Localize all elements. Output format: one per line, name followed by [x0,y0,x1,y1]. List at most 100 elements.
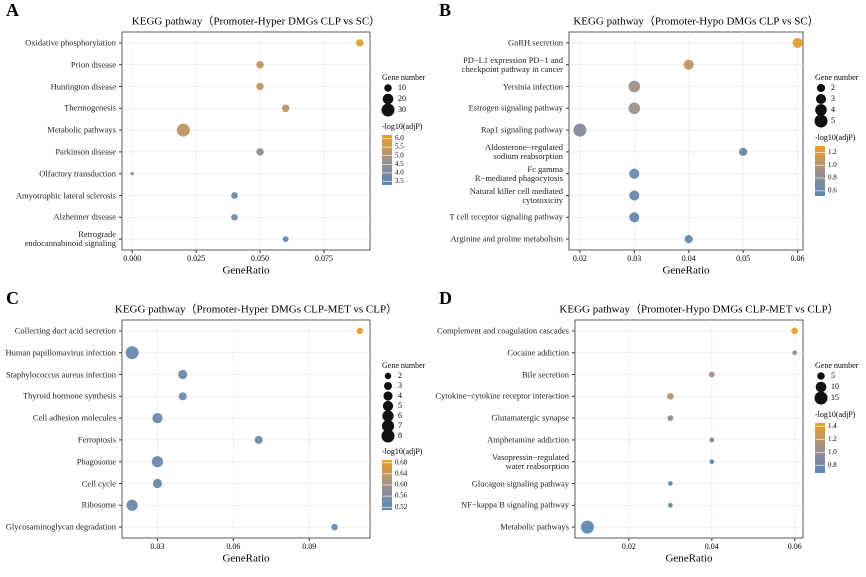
y-tick-label: Amyotrophic lateral sclerosis [15,190,116,200]
colorbar [815,423,825,473]
legend-title: -log10(adjP) [382,122,423,131]
y-tick-label: Prion disease [70,59,116,70]
bubble [254,435,263,444]
bubble [667,415,674,422]
x-tick-label: 0.09 [302,542,316,551]
chart-title: KEGG pathway（Promoter-Hyper DMGs CLP-MET… [115,303,397,316]
x-tick-label: 0.000 [123,254,141,263]
colorbar-label: 1.2 [828,148,837,156]
x-tick-label: 0.04 [682,254,696,263]
y-tick-label: Glycosaminoglycan degradation [5,521,116,532]
legend-title: -log10(adjP) [815,410,856,419]
colorbar [815,146,825,196]
colorbar-label: 5.5 [395,143,404,151]
colorbar-label: 4.5 [395,160,404,168]
y-tick-label: Complement and coagulation cascades [437,325,569,336]
x-tick-label: 0.025 [187,254,205,263]
x-axis-title: GeneRatio [665,553,713,565]
legend-label: 6 [398,411,402,420]
legend-title: -log10(adjP) [382,447,423,456]
panel: D KEGG pathway（Promoter-Hypo DMGs CLP-MET… [433,288,866,576]
legend-size [384,382,392,390]
colorbar-label: 1.0 [828,448,837,456]
bubble [256,82,264,91]
y-tick-label: Human papillomavirus infection [5,347,116,358]
legend-size [814,391,828,405]
legend-label: 5 [831,116,835,125]
legend-size [817,372,825,380]
legend-label: 30 [398,105,406,114]
colorbar-label: 6.0 [395,134,404,142]
bubble [256,148,264,156]
bubble [683,59,694,70]
y-tick-label: Phagosome [76,456,116,467]
colorbar-label: 0.8 [828,174,837,182]
y-tick-label: Alzheimer disease [53,211,116,222]
colorbar [382,135,392,185]
bubble [130,172,134,176]
legend-title: Gene number [815,361,859,370]
bubble [331,523,338,531]
panel: B KEGG pathway（Promoter-Hypo DMGs CLP vs … [433,0,866,288]
y-tick-label: T cell receptor signaling pathway [449,211,563,222]
legend-label: 8 [398,431,402,440]
bubble [628,102,641,115]
y-tick-label: Metabolic pathways [500,521,569,532]
bubble [281,104,290,113]
legend-label: 3 [831,94,835,103]
legend-size [384,372,392,380]
chart-title: KEGG pathway（Promoter-Hypo DMGs CLP vs S… [573,15,818,28]
x-tick-label: 0.02 [573,254,587,263]
panel-label: A [6,0,19,20]
x-tick-label: 0.06 [791,254,805,263]
x-axis-title: GeneRatio [222,265,270,277]
colorbar-label: 0.52 [395,503,408,511]
bubble [628,80,641,93]
y-tick-label: Huntington disease [50,81,116,91]
bubble [178,369,188,380]
bubble [791,327,799,335]
bubble [356,327,364,335]
x-axis-title: GeneRatio [222,553,270,565]
x-axis-title: GeneRatio [662,265,710,277]
y-tick-label: Vasopressin−regulated water reabsorption [491,451,569,471]
legend-label: 15 [831,393,839,402]
colorbar-label: 1.4 [828,422,837,430]
bubble [792,37,803,48]
colorbar-label: 1.0 [828,161,837,169]
plot-area [121,319,371,539]
chart-title: KEGG pathway（Promoter-Hyper DMGs CLP vs … [132,15,380,28]
panel: A KEGG pathway（Promoter-Hyper DMGs CLP vs… [0,0,433,288]
chart: C KEGG pathway（Promoter-Hyper DMGs CLP-ME… [6,288,426,565]
bubble [231,213,238,221]
legend-label: 10 [398,83,406,92]
x-tick-label: 0.04 [705,542,719,551]
colorbar-label: 0.60 [395,481,408,489]
legend-size [814,114,828,128]
legend-label: 4 [831,105,835,114]
plot-area [574,319,804,539]
x-tick-label: 0.06 [788,542,802,551]
y-tick-label: PD−L1 expression PD−1 and checkpoint pat… [461,54,563,74]
y-tick-label: Staphylococcus aureus infection [6,369,116,379]
y-tick-label: Cocaine addiction [507,347,569,358]
legend-title: Gene number [382,73,426,82]
y-tick-label: Retrograde endocannabinoid signaling [24,229,116,249]
legend-title: -log10(adjP) [815,133,856,142]
x-tick-label: 0.06 [226,542,240,551]
bubble [629,190,640,201]
y-tick-label: Thermogenesis [64,102,116,113]
legend-label: 5 [831,371,835,380]
y-tick-label: Olfactory transduction [39,168,116,179]
y-tick-label: Aldosterone−regulated sodium reabsorptio… [485,141,563,161]
bubble [709,459,715,465]
y-tick-label: Arginine and proline metabolism [450,233,563,244]
legend-label: 20 [398,94,406,103]
chart: B KEGG pathway（Promoter-Hypo DMGs CLP vs … [439,0,859,277]
bubble [580,520,594,534]
bubble [792,350,798,356]
x-tick-label: 0.050 [251,254,269,263]
bubble [151,456,164,468]
legend-size [382,93,394,105]
colorbar-label: 0.8 [828,461,837,469]
